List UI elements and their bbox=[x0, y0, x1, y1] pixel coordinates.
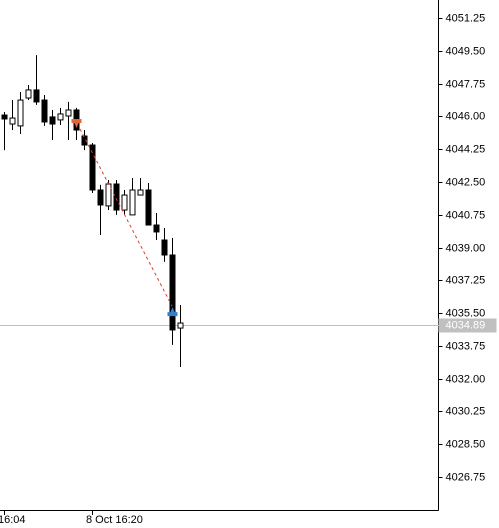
candle-body bbox=[33, 89, 40, 103]
candle-body bbox=[9, 117, 16, 125]
candle-body bbox=[57, 113, 64, 121]
candle-body bbox=[121, 194, 128, 211]
candle-body bbox=[113, 183, 120, 211]
y-tick-label: 4047.75 bbox=[446, 78, 486, 90]
y-tick-label: 4032.00 bbox=[446, 373, 486, 385]
price-label: 4034.89 bbox=[446, 319, 486, 331]
y-tick-label: 4035.50 bbox=[446, 307, 486, 319]
candle-body bbox=[177, 322, 184, 329]
candle-body bbox=[169, 254, 176, 331]
candle-body bbox=[129, 189, 136, 216]
candle-body bbox=[25, 89, 32, 99]
candle-body bbox=[49, 116, 56, 125]
price-label-box bbox=[438, 318, 497, 333]
candle-body bbox=[145, 189, 152, 226]
sell-marker bbox=[71, 118, 82, 128]
candle-body bbox=[1, 114, 8, 120]
y-tick-label: 4037.25 bbox=[446, 274, 486, 286]
y-tick-label: 4028.50 bbox=[446, 438, 486, 450]
y-tick-label: 4046.00 bbox=[446, 110, 486, 122]
y-tick-label: 4026.75 bbox=[446, 471, 486, 483]
candle-body bbox=[161, 239, 168, 256]
y-tick-label: 4051.25 bbox=[446, 12, 486, 24]
y-tick-label: 4042.50 bbox=[446, 176, 486, 188]
candle-body bbox=[81, 135, 88, 146]
candle-body bbox=[17, 99, 24, 127]
y-tick-label: 4039.00 bbox=[446, 242, 486, 254]
candle-body bbox=[65, 109, 72, 117]
x-tick-label: 16:04 bbox=[0, 514, 26, 526]
y-tick-label: 4033.75 bbox=[446, 340, 486, 352]
candle-body bbox=[105, 183, 112, 207]
candle-body bbox=[41, 99, 48, 123]
candle-body bbox=[89, 144, 96, 191]
y-tick-label: 4044.25 bbox=[446, 143, 486, 155]
x-tick-label: 8 Oct 16:20 bbox=[86, 514, 143, 526]
candle-body bbox=[137, 189, 144, 196]
buy-marker bbox=[167, 307, 178, 317]
candle-body bbox=[97, 189, 104, 206]
y-tick-label: 4030.25 bbox=[446, 405, 486, 417]
y-tick-label: 4049.50 bbox=[446, 45, 486, 57]
y-tick-label: 4040.75 bbox=[446, 209, 486, 221]
candle-body bbox=[153, 224, 160, 233]
